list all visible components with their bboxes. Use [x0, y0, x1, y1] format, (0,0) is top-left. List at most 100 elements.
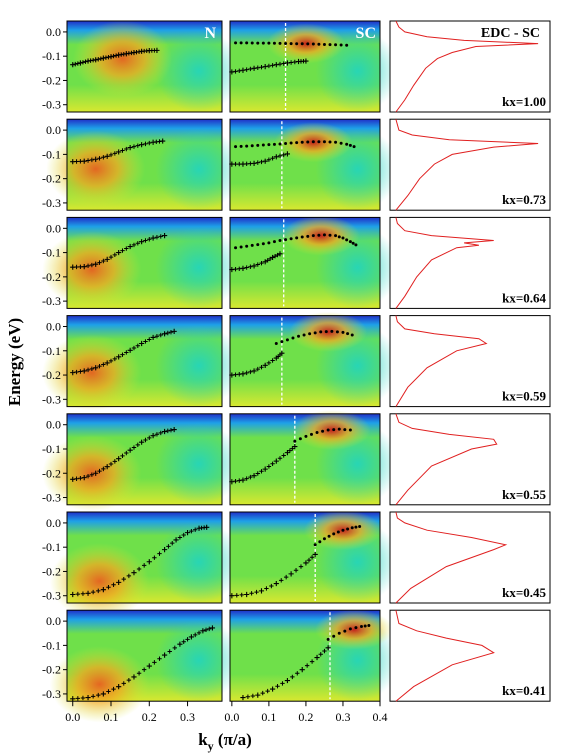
kx-label: kx=0.59: [502, 389, 546, 404]
dispersion-cross-marker: [254, 589, 259, 595]
dispersion-cross-marker: [193, 632, 198, 638]
heatmap-intensity-peak: [289, 311, 368, 352]
sc-peak-dot: [295, 236, 299, 240]
dispersion-cross-marker: [98, 56, 104, 61]
dispersion-cross-marker: [281, 152, 286, 158]
dispersion-cross-marker: [154, 432, 160, 437]
sc-peak-dot: [327, 534, 331, 538]
dispersion-cross-marker: [266, 360, 272, 366]
dispersion-cross-marker: [188, 634, 194, 640]
edc-panel: kx=0.73: [389, 118, 551, 211]
y-tick-label: -0.1: [42, 246, 61, 260]
sc-peak-dot: [291, 336, 295, 340]
dispersion-cross-marker: [309, 555, 315, 560]
dispersion-cross-marker: [277, 153, 283, 159]
dispersion-cross-marker: [309, 659, 315, 664]
sc-peak-dot: [336, 530, 340, 534]
dispersion-cross-marker: [89, 262, 95, 268]
dispersion-cross-marker: [108, 461, 114, 467]
panel-frame: [229, 609, 381, 702]
dispersion-cross-marker: [75, 61, 81, 66]
axes: 0.0 -0.1 -0.2 -0.3 0.0 -0.1 -0.2 -0.3 0.0 -0.1 -0.…: [42, 25, 388, 724]
dispersion-cross-marker: [239, 592, 244, 598]
sc-peak-dot: [343, 428, 347, 432]
dispersion-cross-marker: [244, 67, 249, 72]
dispersion-cross-marker: [249, 591, 254, 596]
dispersion-cross-marker: [85, 694, 91, 701]
dispersion-cross-marker: [146, 663, 152, 669]
dispersion-cross-marker: [277, 456, 283, 461]
dispersion-cross-marker: [245, 694, 251, 699]
dispersion-cross-marker: [93, 365, 99, 371]
superconducting-panel: SC: [229, 20, 400, 113]
dispersion-cross-marker: [281, 453, 286, 458]
dispersion-cross-marker: [101, 258, 106, 264]
dispersion-cross-marker: [255, 65, 260, 70]
edc-curve: [395, 20, 539, 113]
normal-state-panel: [42, 315, 243, 411]
dispersion-cross-marker: [146, 559, 152, 565]
dispersion-cross-marker: [124, 350, 129, 355]
dispersion-cross-marker: [80, 695, 86, 701]
sc-peak-dot: [256, 243, 260, 247]
panel-row: kx=0.55: [42, 410, 551, 512]
dispersion-cross-marker: [284, 450, 291, 456]
x-tick-label: 0.3: [335, 710, 350, 724]
sc-peak-dot: [245, 41, 249, 45]
sc-peak-dot: [250, 41, 254, 45]
dispersion-cross-marker: [292, 443, 298, 450]
normal-state-panel: [42, 413, 243, 512]
dispersion-cross-marker: [299, 667, 305, 673]
y-tick-label: -0.1: [42, 49, 61, 63]
sc-peak-dot: [359, 624, 363, 628]
dispersion-cross-marker: [177, 641, 183, 647]
dispersion-cross-marker: [108, 152, 114, 158]
panel-row: kx=0.45: [49, 510, 551, 620]
heatmap-intensity-peak: [315, 609, 394, 650]
dispersion-cross-marker: [306, 557, 312, 563]
dispersion-cross-marker: [113, 53, 119, 58]
y-tick-label: 0.0: [46, 221, 61, 235]
dispersion-cross-marker: [89, 157, 95, 163]
kx-label: kx=0.64: [502, 290, 546, 305]
dispersion-cross-marker: [112, 356, 118, 362]
dispersion-cross-marker: [74, 159, 79, 164]
dispersion-cross-marker: [165, 428, 170, 434]
dispersion-cross-marker: [240, 265, 246, 271]
dispersion-cross-marker: [266, 63, 272, 69]
dispersion-cross-marker: [312, 551, 318, 558]
dispersion-cross-marker: [234, 593, 239, 598]
dispersion-cross-marker: [77, 60, 83, 66]
dispersion-cross-marker: [303, 560, 309, 566]
dispersion-cross-marker: [165, 330, 170, 336]
dispersion-cross-marker: [266, 157, 272, 162]
sc-peak-dot: [332, 532, 336, 536]
dispersion-cross-marker: [255, 471, 260, 476]
dispersion-cross-marker: [262, 259, 268, 265]
sc-peak-dot: [334, 234, 338, 238]
dispersion-cross-marker: [126, 573, 132, 579]
panel-frame: [229, 20, 381, 113]
x-axis-title-unit: (π/a): [214, 730, 252, 749]
sc-peak-dot: [341, 330, 345, 334]
dispersion-cross-marker: [170, 540, 175, 546]
dispersion-cross-marker: [161, 428, 168, 435]
dispersion-cross-marker: [150, 235, 156, 241]
sc-peak-dot: [278, 238, 282, 242]
sc-peak-dot: [267, 41, 271, 45]
dispersion-cross-marker: [251, 263, 257, 269]
dispersion-cross-marker: [139, 142, 145, 148]
dispersion-cross-marker: [124, 450, 129, 456]
dispersion-cross-marker: [200, 628, 206, 634]
dispersion-cross-marker: [154, 334, 160, 339]
dispersion-cross-marker: [161, 652, 168, 658]
sc-peak-dot: [304, 434, 308, 438]
dispersion-cross-marker: [85, 367, 91, 373]
y-tick-label: -0.1: [42, 638, 61, 652]
dispersion-cross-marker: [244, 370, 249, 376]
dispersion-cross-marker: [262, 362, 268, 368]
y-tick-label: -0.1: [42, 540, 61, 554]
y-tick-label: -0.2: [42, 564, 61, 578]
heatmap-cyan-region: [155, 422, 243, 505]
